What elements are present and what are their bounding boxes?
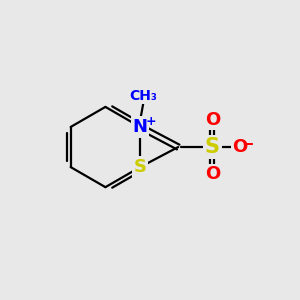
- Text: +: +: [145, 115, 156, 128]
- Text: O: O: [205, 111, 220, 129]
- Text: –: –: [245, 136, 253, 151]
- Text: O: O: [205, 165, 220, 183]
- Text: S: S: [134, 158, 147, 176]
- Text: S: S: [205, 137, 220, 157]
- Text: CH₃: CH₃: [129, 89, 157, 103]
- Text: N: N: [133, 118, 148, 136]
- Text: O: O: [232, 138, 248, 156]
